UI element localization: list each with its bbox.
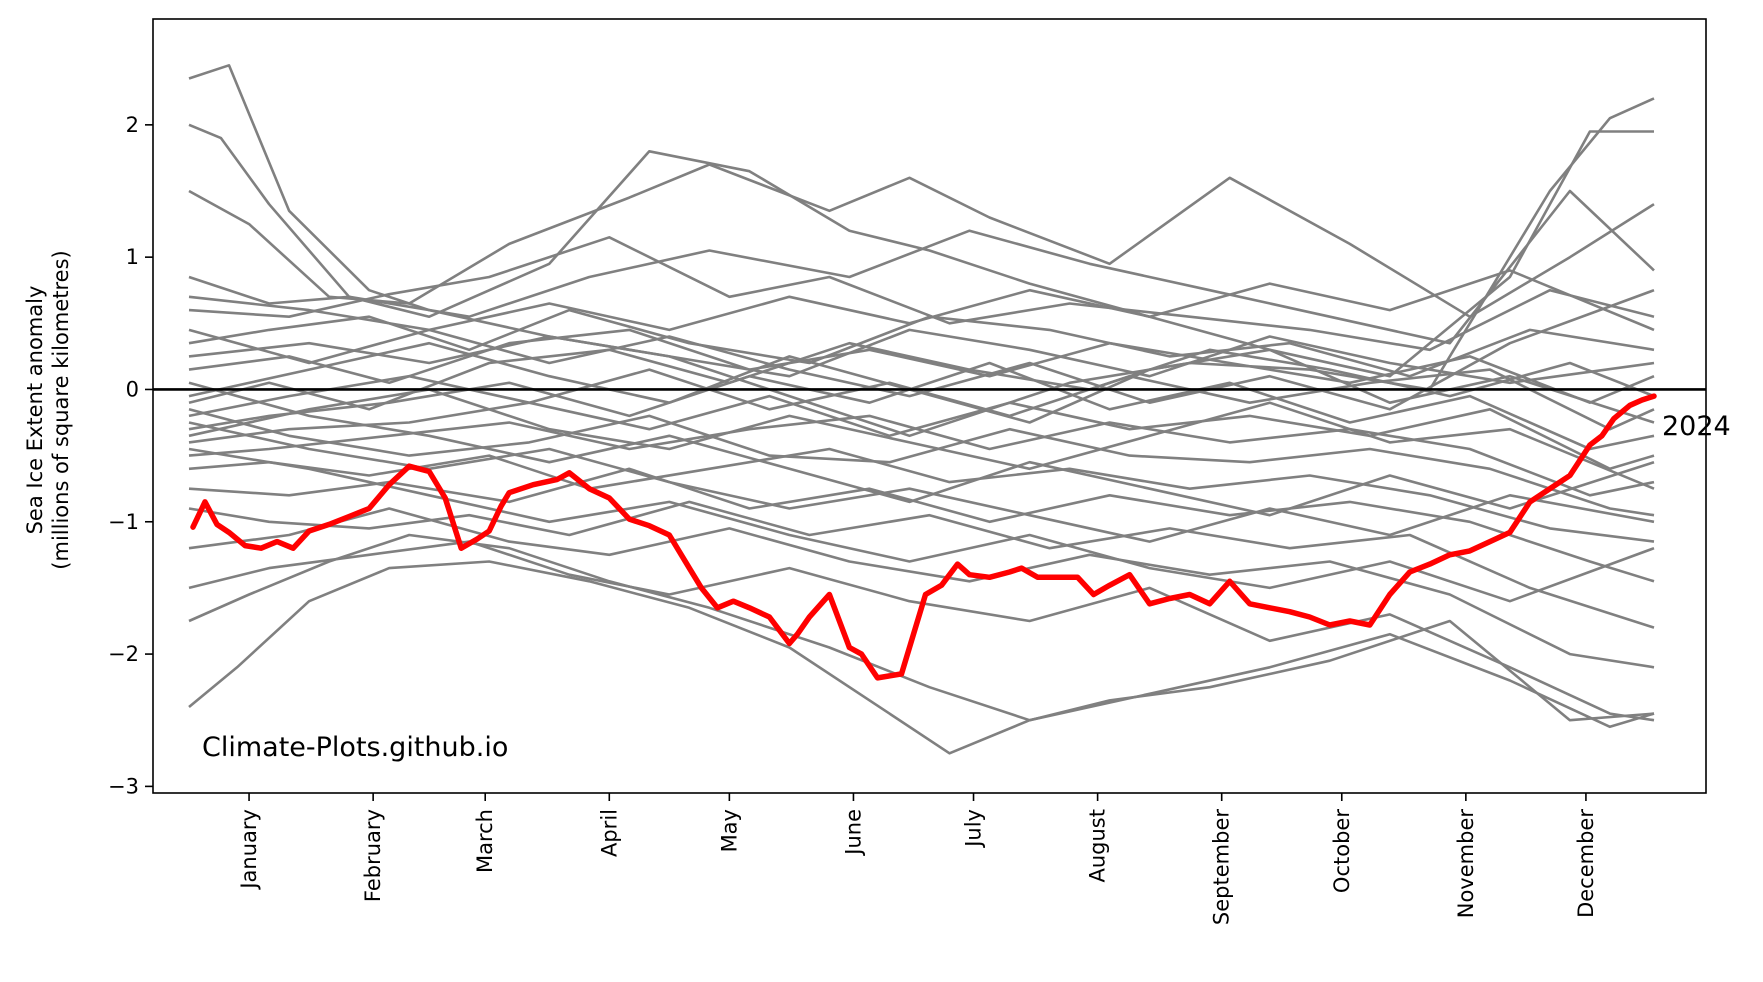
background-series-line-20 (188, 560, 1655, 755)
background-series-line-11 (188, 394, 1655, 471)
background-series-line-15 (188, 467, 1655, 583)
y-axis: −3 −2 −1 0 1 2 (108, 113, 153, 798)
background-series-line-18 (188, 540, 1655, 722)
background-series-line-16 (188, 500, 1655, 629)
x-tick-label: April (597, 809, 621, 857)
background-series-line-14 (188, 447, 1655, 543)
background-series-line-21 (188, 328, 1655, 385)
background-series-line-24 (188, 381, 1655, 517)
x-tick-label: November (1454, 809, 1478, 919)
background-series-line-1 (188, 64, 1655, 438)
background-series-line-19 (188, 533, 1655, 729)
x-tick-label: August (1086, 809, 1110, 883)
axes-frame (152, 18, 1707, 794)
y-tick-label: 2 (126, 113, 139, 137)
background-series-line-13 (188, 408, 1655, 517)
highlight-year-label: 2024 (1662, 411, 1731, 442)
background-series-line-27 (188, 288, 1655, 411)
background-series-line-28 (188, 447, 1655, 603)
x-tick-label: September (1210, 809, 1234, 925)
y-tick-label: 0 (126, 377, 139, 401)
background-series-line-5 (188, 236, 1655, 352)
x-tick-label: July (962, 809, 986, 849)
x-tick-label: December (1574, 809, 1598, 918)
x-tick-label: June (841, 809, 865, 857)
x-tick-label: March (473, 809, 497, 873)
background-series-line-4 (188, 189, 1655, 345)
plot-frame (152, 18, 1707, 794)
background-series-line-25 (188, 269, 1655, 365)
highlight-series-layer (190, 393, 1657, 681)
background-series-layer (188, 64, 1655, 755)
x-axis: January February March April May June July Augu… (237, 793, 1598, 925)
highlight-series-line (190, 393, 1657, 681)
y-tick-label: −1 (108, 510, 139, 534)
background-series-line-3 (188, 163, 1655, 318)
y-axis-label: Sea Ice Extent anomaly (23, 286, 47, 535)
x-tick-label: February (361, 809, 385, 902)
background-series-line-2 (188, 123, 1654, 378)
background-series-line-17 (188, 507, 1655, 669)
y-tick-label: −3 (108, 774, 139, 798)
background-series-line-10 (188, 361, 1655, 451)
x-tick-label: May (717, 809, 741, 852)
watermark-text: Climate-Plots.github.io (202, 732, 508, 763)
x-tick-label: October (1330, 809, 1354, 893)
y-tick-label: −2 (108, 642, 139, 666)
x-tick-label: January (237, 809, 261, 891)
y-tick-label: 1 (126, 245, 139, 269)
y-axis-sublabel: (millions of square kilometres) (49, 250, 73, 569)
